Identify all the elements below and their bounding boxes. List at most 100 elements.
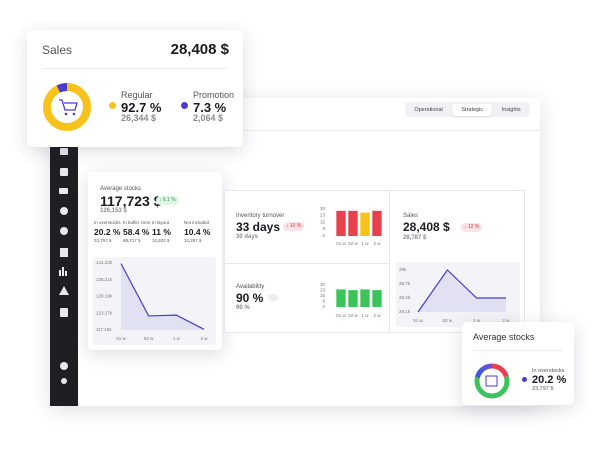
card-value: 90 % <box>236 291 264 305</box>
y-tick-label: 15 <box>320 293 326 298</box>
tab[interactable]: Insights <box>501 106 521 113</box>
x-tick-label: 2 w <box>373 313 381 318</box>
sidebar-icons <box>59 148 69 384</box>
y-tick-label: 30 <box>320 282 326 287</box>
bar <box>336 289 346 307</box>
x-tick-label: 51 w <box>336 241 346 246</box>
card-title: Average stocks <box>100 186 141 192</box>
stat-name: In overstocks <box>532 368 565 374</box>
stat-share: 58.4 % <box>123 227 150 237</box>
segment-amount: 26,344 $ <box>121 113 157 123</box>
sales-chart: 28.1k 28.4k 28.7k 29k 51 w 52 w 1 w 2 w <box>399 267 510 323</box>
stat-name: In buffer zone <box>123 220 151 225</box>
card-value: 117,723 $ <box>100 193 162 209</box>
stat-share: 11 % <box>152 227 171 237</box>
y-tick-label: 29k <box>399 267 407 272</box>
x-tick-label: 2 w <box>200 336 208 341</box>
y-tick-label: 117.15k <box>96 327 112 332</box>
divider <box>42 68 228 69</box>
y-tick-label: 0 <box>322 304 325 309</box>
average-stocks-card: Average stocks 117,723 $ ↓ 6.1 % 126,153… <box>88 172 222 350</box>
donut-segment <box>43 83 91 131</box>
y-tick-label: 28.7k <box>399 281 411 286</box>
segment-share: 7.3 % <box>193 100 227 115</box>
divider <box>225 263 389 264</box>
x-tick-label: 1 w <box>361 241 369 246</box>
stat-amount: 68,717 $ <box>123 238 141 243</box>
x-tick-label: 51 w <box>116 336 126 341</box>
x-tick-label: 51 w <box>413 318 423 323</box>
y-tick-label: 8 <box>322 298 325 303</box>
divider <box>473 350 563 351</box>
line <box>417 269 506 313</box>
previous-value: 30 days <box>236 234 259 240</box>
tab[interactable]: Strategic <box>452 103 493 116</box>
y-tick-label: 28.1k <box>399 309 411 314</box>
y-tick-label: 135.21k <box>96 277 113 282</box>
stock-donut <box>474 363 510 399</box>
card-title: Sales <box>42 43 73 57</box>
previous-value: 126,153 $ <box>100 208 127 214</box>
x-tick-label: 1 w <box>361 313 369 318</box>
card-value: 28,408 $ <box>403 220 450 234</box>
y-tick-label: 15 <box>320 220 326 225</box>
stat-name: Not included <box>184 220 210 225</box>
x-tick-label: 52 w <box>144 336 154 341</box>
cart-icon <box>59 99 78 111</box>
tab[interactable]: Operational <box>414 106 443 113</box>
segment-name: Regular <box>121 90 153 100</box>
y-tick-label: 23 <box>320 212 326 217</box>
previous-value: 90 % <box>236 305 250 311</box>
stat-name: In overstocks <box>94 220 121 225</box>
stat-name: In layout <box>152 220 170 225</box>
sales-donut <box>43 83 91 131</box>
x-tick-label: 1 w <box>173 336 181 341</box>
stat-amount: 23,797 $ <box>94 238 112 243</box>
chart-panel <box>396 262 520 327</box>
divider <box>389 191 390 332</box>
legend-dot <box>522 377 527 382</box>
area <box>418 270 506 312</box>
change-badge: ↓ 12 % <box>461 223 483 232</box>
card-title: Average stocks <box>473 332 535 342</box>
legend-dot <box>181 102 188 109</box>
card-total: 28,408 $ <box>170 41 229 58</box>
donut-segment <box>474 363 510 399</box>
average-stocks-chart: 117.15k 123.17k 129.19k 135.21k 141.23k 51 w 5… <box>96 260 208 341</box>
change-badge: ↓ 6.1 % <box>156 196 179 205</box>
change-badge <box>268 294 278 301</box>
x-tick-label: 52 w <box>443 318 453 323</box>
bar <box>372 290 382 307</box>
y-tick-label: 30 <box>320 206 326 211</box>
bar <box>348 290 358 307</box>
line <box>120 263 205 330</box>
bar <box>348 210 358 236</box>
segment-name: Promotion <box>193 90 235 100</box>
card-value: 33 days <box>236 220 281 234</box>
bar <box>336 210 346 236</box>
segment-share: 92.7 % <box>121 100 162 115</box>
box-icon <box>485 375 498 387</box>
sidebar <box>50 128 78 406</box>
card-title: Sales <box>403 213 419 219</box>
donut-segment <box>474 363 510 399</box>
stat-share: 10.4 % <box>184 227 211 237</box>
stock-card: Average stocks In overstocks 20.2 % 23,7… <box>462 322 574 405</box>
x-tick-label: 2 w <box>373 241 381 246</box>
y-tick-label: 129.19k <box>96 294 113 299</box>
y-tick-label: 28.4k <box>399 295 411 300</box>
chart-panel <box>93 257 216 345</box>
stat-share: 20.2 % <box>94 227 121 237</box>
y-tick-label: 0 <box>322 233 325 238</box>
card-title: Inventory turnover <box>236 213 285 219</box>
x-tick-label: 52 w <box>348 313 358 318</box>
stat-amount: 23,797 $ <box>532 386 554 392</box>
previous-value: 28,787 $ <box>403 235 427 241</box>
bar <box>360 212 370 236</box>
donut-segment <box>43 83 91 131</box>
sales-card: Sales 28,408 $ Regular 92.7 % 26,344 $ Prom… <box>27 30 243 147</box>
area <box>121 263 204 330</box>
